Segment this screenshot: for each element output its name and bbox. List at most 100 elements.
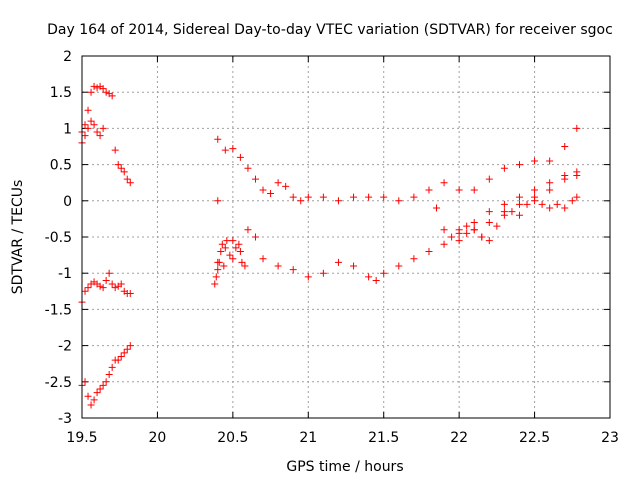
series-satellite-arc-upper-main: [214, 124, 581, 205]
data-point: [561, 175, 569, 183]
series-satellite-arc-mid-early: [78, 269, 134, 306]
data-point: [99, 284, 107, 292]
data-point: [531, 186, 539, 194]
data-point: [334, 258, 342, 266]
data-point: [84, 284, 92, 292]
data-point: [84, 124, 92, 132]
data-point: [546, 204, 554, 212]
data-point: [297, 197, 305, 205]
data-point: [81, 378, 89, 386]
data-point: [84, 106, 92, 114]
data-point: [573, 168, 581, 176]
data-point: [105, 371, 113, 379]
data-point: [455, 186, 463, 194]
data-point: [395, 197, 403, 205]
grid-lines: [82, 56, 610, 418]
data-point: [319, 193, 327, 201]
data-point: [470, 186, 478, 194]
data-point: [531, 197, 539, 205]
data-point: [126, 342, 134, 350]
data-point: [241, 262, 249, 270]
data-point: [236, 247, 244, 255]
data-point: [84, 392, 92, 400]
y-tick-label: 1.5: [50, 85, 72, 101]
data-point: [102, 88, 110, 96]
data-point: [485, 219, 493, 227]
data-point: [217, 247, 225, 255]
data-point: [500, 164, 508, 172]
data-point: [90, 121, 98, 129]
data-point: [538, 200, 546, 208]
data-point: [90, 396, 98, 404]
data-point: [561, 204, 569, 212]
data-point: [561, 143, 569, 150]
data-point: [212, 273, 220, 281]
x-tick-label: 19.5: [66, 430, 97, 446]
y-tick-label: 0.5: [50, 158, 72, 174]
data-point: [365, 193, 373, 201]
data-point: [114, 161, 122, 169]
data-point: [226, 251, 234, 259]
data-point: [546, 157, 554, 165]
y-tick-label: 2: [63, 49, 72, 65]
data-point: [289, 266, 297, 274]
series-satellite-arc-upper-early-b: [78, 117, 107, 147]
data-point: [81, 287, 89, 295]
x-tick-labels: 19.5 20 20.5 21 21.5 22 22.5 23: [66, 430, 619, 446]
data-point: [440, 226, 448, 234]
data-point: [573, 124, 581, 132]
data-point: [120, 349, 128, 357]
series-satellite-arc-isolated: [214, 197, 222, 205]
data-point: [108, 363, 116, 371]
series-satellite-arc-lower-main: [214, 171, 581, 284]
data-point: [380, 269, 388, 277]
data-point: [215, 258, 223, 266]
chart-title: Day 164 of 2014, Sidereal Day-to-day VTE…: [47, 22, 613, 38]
data-point: [117, 352, 125, 360]
data-point: [229, 255, 237, 263]
data-point: [111, 284, 119, 292]
data-point: [553, 200, 561, 208]
data-point: [485, 175, 493, 183]
data-point: [87, 117, 95, 125]
data-point: [87, 401, 95, 409]
data-point: [244, 226, 252, 234]
data-point: [425, 186, 433, 194]
data-point: [334, 197, 342, 205]
data-point: [111, 146, 119, 154]
data-point: [214, 197, 222, 205]
data-point: [350, 262, 358, 270]
y-tick-label: -1: [58, 266, 72, 282]
data-point: [123, 175, 131, 183]
data-point: [289, 193, 297, 201]
x-axis-title: GPS time / hours: [286, 459, 403, 475]
data-point: [99, 381, 107, 389]
data-point: [96, 132, 104, 140]
data-point: [108, 92, 116, 100]
data-point: [531, 157, 539, 165]
data-point: [319, 269, 327, 277]
data-point: [573, 193, 581, 201]
data-point: [365, 273, 373, 281]
data-point: [485, 237, 493, 245]
data-point: [448, 233, 456, 241]
data-point: [221, 146, 229, 154]
data-point: [218, 240, 226, 248]
data-point: [425, 247, 433, 255]
data-point: [410, 193, 418, 201]
data-point: [455, 237, 463, 245]
data-point: [81, 121, 89, 129]
data-point: [508, 208, 516, 216]
y-tick-label: 1: [63, 121, 72, 137]
data-point: [96, 282, 104, 290]
data-point: [433, 204, 441, 212]
y-tick-labels: 2 1.5 1 0.5 0 -0.5 -1 -1.5 -2 -2.5 -3: [45, 49, 72, 427]
data-point: [87, 88, 95, 96]
data-point: [500, 211, 508, 219]
data-point: [410, 255, 418, 263]
data-point: [568, 197, 576, 205]
data-point: [546, 179, 554, 187]
data-point: [96, 385, 104, 393]
data-point: [372, 276, 380, 284]
data-point: [470, 226, 478, 234]
